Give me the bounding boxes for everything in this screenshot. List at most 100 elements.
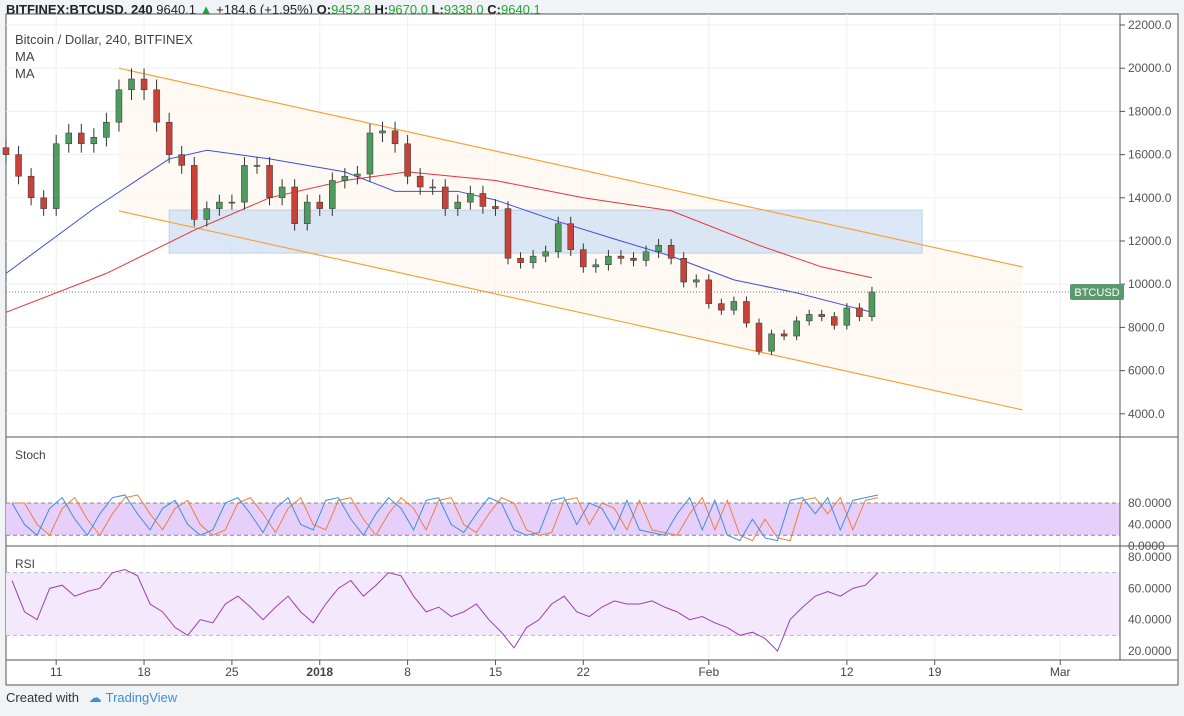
candle xyxy=(291,186,298,224)
stoch-band-fill xyxy=(6,503,1120,536)
close-label: C: xyxy=(487,2,501,17)
triangle-up-icon: ▲ xyxy=(199,2,213,17)
x-tick-label: 22 xyxy=(577,665,591,679)
candle xyxy=(730,301,738,311)
candle xyxy=(253,165,261,167)
rsi-axis-label: 60.0000 xyxy=(1128,581,1172,595)
rsi-band-fill xyxy=(6,572,1120,636)
x-tick-label: 12 xyxy=(840,665,854,679)
price-axis-label: 16000.0 xyxy=(1128,148,1172,162)
candle xyxy=(542,251,549,257)
rsi-axis-label: 40.0000 xyxy=(1128,613,1172,627)
candle xyxy=(843,307,851,326)
candle xyxy=(780,333,788,337)
candle xyxy=(580,249,587,268)
candle xyxy=(341,175,349,181)
low-value: 9338.0 xyxy=(443,2,484,17)
candle xyxy=(40,197,47,209)
price-change: +184.6 (+1.95%) xyxy=(216,2,314,17)
chart-title: Bitcoin / Dollar, 240, BITFINEX xyxy=(15,32,193,47)
close-value: 9640.1 xyxy=(500,2,541,17)
tradingview-logo-icon[interactable]: ☁ xyxy=(88,690,102,705)
price-axis-label: 6000.0 xyxy=(1128,364,1165,378)
stoch-axis-label: 0.0000 xyxy=(1128,539,1165,553)
candle xyxy=(78,132,85,145)
candle xyxy=(567,223,574,250)
x-tick-label: 25 xyxy=(225,665,239,679)
x-tick-label: 11 xyxy=(50,665,63,679)
candle xyxy=(592,264,600,268)
candle xyxy=(831,316,838,326)
candle xyxy=(228,201,236,204)
stoch-title: Stoch xyxy=(15,448,46,462)
channel-upper-line xyxy=(118,67,1023,268)
candle xyxy=(479,193,487,207)
tradingview-link[interactable]: TradingView xyxy=(105,690,178,705)
x-tick-label: 18 xyxy=(137,665,151,679)
candle xyxy=(868,291,876,317)
candle xyxy=(203,208,211,220)
candle xyxy=(492,206,499,209)
candle xyxy=(90,137,98,145)
x-tick-label: 8 xyxy=(404,665,411,679)
stoch-k-line xyxy=(11,494,879,542)
open-label: O: xyxy=(316,2,332,17)
candle xyxy=(856,307,863,317)
candle xyxy=(316,201,323,209)
candle xyxy=(241,165,248,203)
price-axis-label: 10000.0 xyxy=(1128,277,1172,291)
candle xyxy=(2,147,10,155)
rsi-line xyxy=(11,569,879,652)
ma-fast-line xyxy=(5,149,873,313)
low-label: L: xyxy=(431,2,444,17)
candle xyxy=(517,258,524,263)
price-pane[interactable] xyxy=(2,67,1120,411)
candle xyxy=(366,132,374,175)
candle xyxy=(680,258,687,283)
rsi-axis-label: 20.0000 xyxy=(1128,644,1172,658)
high-value: 9670.0 xyxy=(388,2,428,17)
x-tick-label: 2018 xyxy=(306,665,333,679)
rsi-pane[interactable] xyxy=(6,569,1120,652)
candle xyxy=(404,143,411,177)
price-axis-label: 22000.0 xyxy=(1128,18,1172,32)
candle xyxy=(529,255,537,263)
price-label-bg xyxy=(1070,283,1124,300)
stoch-pane[interactable] xyxy=(6,494,1120,542)
candle xyxy=(391,130,399,145)
price-axis-label: 14000.0 xyxy=(1128,191,1172,205)
candle xyxy=(554,223,562,253)
high-label: H: xyxy=(374,2,389,17)
ma-legend-1: MA xyxy=(15,49,35,64)
candle xyxy=(805,314,813,322)
candle xyxy=(630,258,637,261)
price-axis-label: 8000.0 xyxy=(1128,320,1165,334)
ma-slow-line xyxy=(5,171,873,313)
candle xyxy=(165,121,173,155)
created-with-text: Created with xyxy=(6,690,79,705)
ma-legend-2: MA xyxy=(15,66,35,81)
open-value: 9452.8 xyxy=(331,2,371,17)
candle xyxy=(718,303,725,311)
stoch-axis-label: 80.0000 xyxy=(1128,496,1172,510)
candle xyxy=(642,251,650,261)
candle xyxy=(354,173,361,177)
candle xyxy=(818,314,825,317)
candle xyxy=(454,201,462,209)
symbol-title: BITFINEX:BTCUSD, 240 xyxy=(6,2,153,17)
axes: 11 18 25 2018 8 15 22 Feb 12 19 Mar 4000.0 6000.0 800… xyxy=(6,14,1178,679)
x-tick-label: 15 xyxy=(489,665,503,679)
rsi-title: RSI xyxy=(15,557,35,571)
rsi-axis-label: 80.0000 xyxy=(1128,550,1172,564)
candle xyxy=(278,186,286,199)
candle xyxy=(128,78,135,91)
last-price: 9640.1 xyxy=(156,2,197,17)
stoch-d-line xyxy=(12,494,879,542)
candle xyxy=(65,132,72,145)
x-tick-label: 19 xyxy=(928,665,942,679)
candle xyxy=(768,333,775,352)
price-axis-label: 4000.0 xyxy=(1128,407,1165,421)
candle xyxy=(793,320,800,337)
